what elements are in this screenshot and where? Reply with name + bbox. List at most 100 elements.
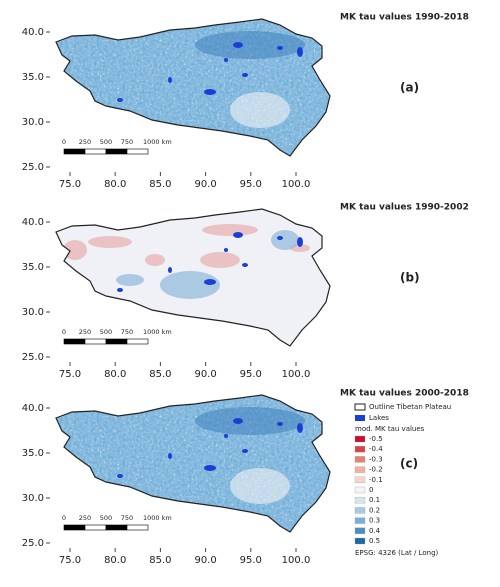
scale-segment xyxy=(84,148,107,155)
scale-label: 500 xyxy=(100,514,112,522)
legend-swatch xyxy=(354,537,366,545)
trend-patch xyxy=(202,224,258,236)
scale-segment xyxy=(63,524,86,531)
legend-swatch xyxy=(354,497,366,504)
legend: Outline Tibetan Plateau Lakes mod. MK tau … xyxy=(354,403,451,557)
legend-label: -0.1 xyxy=(369,476,383,484)
panel-title: MK tau values 1990-2018 xyxy=(340,13,469,23)
scale-segment xyxy=(84,524,107,531)
trend-patch xyxy=(230,92,290,128)
scale-segment xyxy=(126,338,149,345)
legend-label: 0.4 xyxy=(369,527,381,535)
trend-patch xyxy=(88,236,132,248)
lake xyxy=(168,267,172,273)
legend-label: 0 xyxy=(369,486,373,494)
x-tick-label: 95.0 xyxy=(240,369,262,380)
x-tick-label: 75.0 xyxy=(59,555,81,566)
map-panel: MK tau values 2000-2018 (c) 40.0 35.0 30.0 25… xyxy=(22,389,469,567)
scale-label: 250 xyxy=(79,328,91,336)
lake xyxy=(224,58,228,62)
scale-label: 750 xyxy=(121,328,133,336)
x-tick-label: 95.0 xyxy=(240,179,262,190)
scale-label: 0 xyxy=(62,328,66,336)
trend-patch xyxy=(271,230,299,250)
lake xyxy=(117,288,123,292)
panel-label: (b) xyxy=(400,271,420,285)
x-tick-label: 80.0 xyxy=(104,555,126,566)
y-tick-label: 35.0 xyxy=(22,448,44,459)
scale-label: 750 xyxy=(121,138,133,146)
scale-segment xyxy=(84,338,107,345)
legend-swatch xyxy=(354,507,366,514)
legend-swatch xyxy=(354,446,366,453)
lake xyxy=(242,263,248,267)
scale-segment xyxy=(105,524,128,531)
lake xyxy=(242,449,248,453)
trend-patch xyxy=(63,240,87,260)
x-tick-label: 80.0 xyxy=(104,179,126,190)
scale-label: 750 xyxy=(121,514,133,522)
scale-segment xyxy=(105,338,128,345)
x-tick-label: 90.0 xyxy=(194,555,216,566)
legend-label: -0.5 xyxy=(369,435,383,443)
y-tick-label: 40.0 xyxy=(22,403,44,414)
trend-patch xyxy=(145,254,165,266)
trend-patch xyxy=(200,252,240,268)
scale-segment xyxy=(126,524,149,531)
map-panel: MK tau values 1990-2002 (b) 40.0 35.0 30.0 25… xyxy=(22,203,469,381)
panel-title: MK tau values 2000-2018 xyxy=(340,389,469,399)
scale-label: 250 xyxy=(79,514,91,522)
y-tick-label: 40.0 xyxy=(22,217,44,228)
panel-title: MK tau values 1990-2002 xyxy=(340,203,469,213)
scale-label: 500 xyxy=(100,328,112,336)
lake xyxy=(168,77,172,83)
legend-label: -0.3 xyxy=(369,455,383,463)
scale-label: 1000 km xyxy=(143,514,172,522)
lake xyxy=(277,46,283,50)
legend-label: -0.2 xyxy=(369,466,383,474)
legend-label: Outline Tibetan Plateau xyxy=(369,403,451,411)
scale-segment xyxy=(63,338,86,345)
scale-label: 1000 km xyxy=(143,328,172,336)
trend-patch xyxy=(116,274,144,286)
scale-segment xyxy=(63,148,86,155)
y-tick-label: 35.0 xyxy=(22,72,44,83)
x-tick-label: 100.0 xyxy=(282,555,311,566)
y-tick-label: 30.0 xyxy=(22,307,44,318)
legend-label: -0.4 xyxy=(369,445,383,453)
scale-label: 1000 km xyxy=(143,138,172,146)
scale-label: 0 xyxy=(62,138,66,146)
x-tick-label: 95.0 xyxy=(240,555,262,566)
legend-swatch xyxy=(354,527,366,534)
x-tick-label: 85.0 xyxy=(149,555,171,566)
y-tick-label: 30.0 xyxy=(22,493,44,504)
x-tick-label: 90.0 xyxy=(194,369,216,380)
legend-swatch xyxy=(354,466,366,473)
x-tick-label: 85.0 xyxy=(149,179,171,190)
y-tick-label: 35.0 xyxy=(22,262,44,273)
lake xyxy=(168,453,172,459)
trend-patch xyxy=(230,468,290,504)
lake xyxy=(297,237,303,247)
scale-label: 0 xyxy=(62,514,66,522)
x-tick-label: 80.0 xyxy=(104,369,126,380)
lake xyxy=(277,236,283,240)
x-tick-label: 85.0 xyxy=(149,369,171,380)
legend-swatch xyxy=(354,435,366,443)
scale-label: 250 xyxy=(79,138,91,146)
legend-label: 0.2 xyxy=(369,506,380,514)
trend-patch xyxy=(195,407,305,435)
lake xyxy=(204,465,216,471)
lake xyxy=(242,73,248,77)
legend-crs: EPSG: 4326 (Lat / Long) xyxy=(355,549,439,557)
map-panel: MK tau values 1990-2018 (a) 40.0 35.0 30.0 25… xyxy=(22,13,469,191)
lake xyxy=(204,89,216,95)
trend-patch xyxy=(195,31,305,59)
legend-swatch xyxy=(354,486,366,494)
panel-label: (a) xyxy=(400,81,419,95)
y-tick-label: 30.0 xyxy=(22,117,44,128)
x-tick-label: 75.0 xyxy=(59,179,81,190)
lake xyxy=(233,232,243,238)
lake xyxy=(204,279,216,285)
